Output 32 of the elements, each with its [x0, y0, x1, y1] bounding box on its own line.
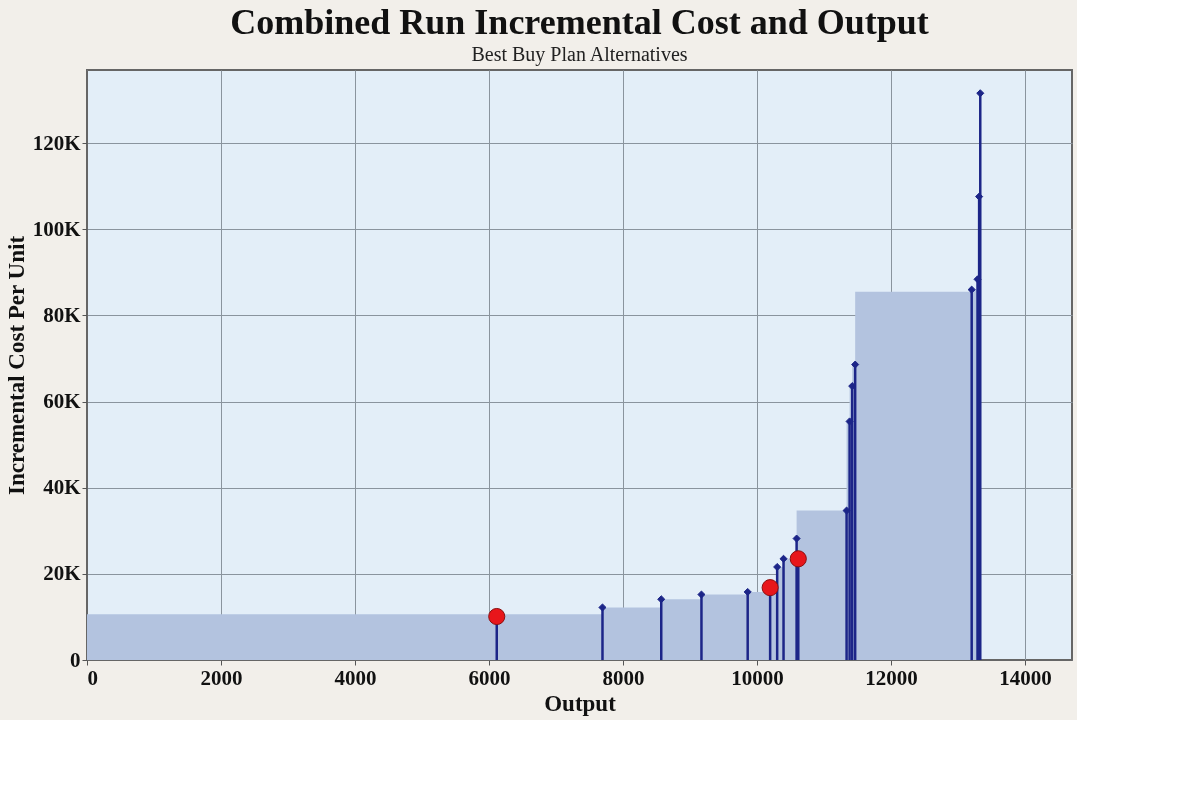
- x-tick-label: 2000: [200, 665, 243, 690]
- y-tick-label: 20K: [43, 561, 82, 586]
- x-tick-label: 6000: [468, 665, 511, 690]
- y-tick-label: 100K: [32, 216, 82, 241]
- x-tick-label: 4000: [334, 665, 377, 690]
- x-tick-label: 8000: [602, 665, 645, 690]
- y-axis-title: Incremental Cost Per Unit: [3, 235, 29, 496]
- y-tick-label: 40K: [43, 475, 82, 500]
- y-tick-label: 60K: [43, 389, 82, 414]
- y-tick-label: 80K: [43, 302, 82, 327]
- point: [789, 550, 807, 568]
- point: [598, 603, 607, 612]
- point: [967, 285, 976, 294]
- point: [973, 275, 982, 284]
- x-tick-label: 0: [87, 665, 98, 690]
- point: [845, 417, 854, 426]
- x-tick-label: 10000: [731, 665, 784, 690]
- point: [697, 590, 706, 599]
- point: [488, 607, 506, 626]
- x-tick-label: 12000: [865, 665, 918, 690]
- y-tick-label: 120K: [32, 130, 82, 155]
- point: [792, 534, 801, 543]
- point: [743, 587, 752, 596]
- x-axis-title: Output: [544, 690, 617, 716]
- y-tick-label: 0: [70, 647, 81, 672]
- point: [842, 506, 851, 515]
- point: [761, 579, 779, 597]
- point: [851, 360, 860, 369]
- chart-title: Combined Run Incremental Cost and Output: [230, 2, 929, 42]
- x-tick-label: 14000: [999, 665, 1052, 690]
- point: [779, 554, 788, 563]
- chart-subtitle: Best Buy Plan Alternatives: [471, 43, 688, 66]
